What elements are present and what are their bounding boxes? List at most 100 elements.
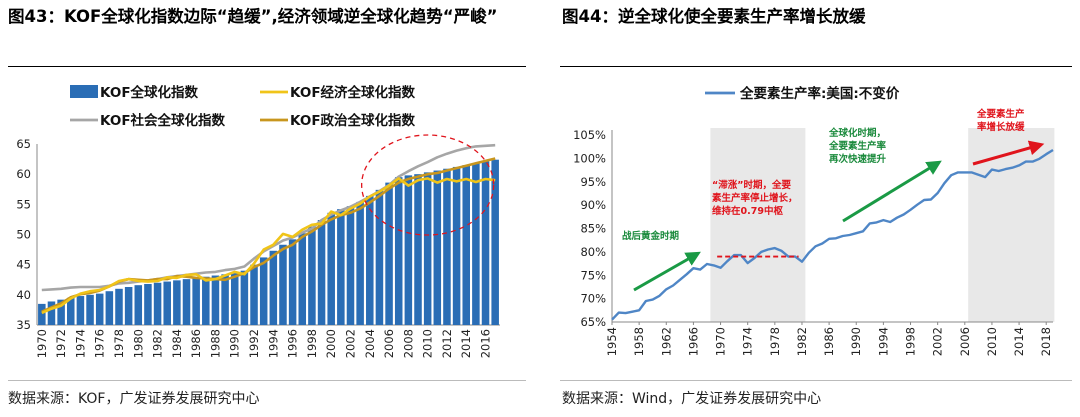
kof-index-bar [202,277,210,325]
kof-index-bar [173,280,181,325]
kof-index-bar [482,161,490,325]
kof-index-bar [298,233,306,325]
stagflation-label: 维持在0.79中枢 [712,205,783,217]
right-x-tick-label: 2002 [931,327,945,356]
kof-index-bar [289,239,297,325]
left-source-rule [8,380,526,381]
kof-index-bar [453,167,461,325]
stagflation-label: 素生产率停止增长， [711,192,798,204]
legend-label: KOF全球化指数 [100,84,199,101]
left-x-tick-label: 2010 [421,329,435,358]
kof-index-bar [96,294,104,325]
kof-index-bar [250,265,258,325]
left-x-tick-label: 2012 [440,329,454,358]
left-x-tick-label: 2000 [324,329,338,358]
kof-index-bar [491,160,499,325]
right-x-tick-label: 2010 [985,327,999,356]
kof-index-bar [241,271,249,325]
kof-index-bar [434,171,442,325]
kof-index-bar [106,291,114,325]
kof-index-bar [318,220,326,325]
right-x-tick-label: 1978 [768,327,782,356]
kof-index-bar [472,163,480,325]
kof-index-bar [77,296,85,325]
globalization-label: 全球化时期， [828,127,886,139]
legend-label: KOF社会全球化指数 [100,112,226,129]
right-y-tick-label: 105% [573,128,606,142]
right-x-tick-label: 2014 [1012,327,1026,356]
right-x-tick-label: 1958 [632,327,646,356]
left-x-tick-label: 2016 [479,329,493,358]
kof-index-bar [125,287,133,325]
right-source-note: 数据来源：Wind，广发证券发展研究中心 [562,388,821,408]
right-y-tick-label: 80% [580,245,606,259]
left-x-tick-label: 1990 [228,329,242,358]
kof-index-bar [356,202,364,325]
kof-index-bar [395,177,403,325]
right-y-tick-label: 100% [573,151,606,165]
left-y-tick-label: 65 [16,137,31,151]
kof-index-bar [424,172,432,325]
kof-index-bar [212,276,220,325]
left-x-tick-label: 1970 [35,329,49,358]
left-x-tick-label: 2008 [401,329,415,358]
legend-swatch-bar [70,85,98,98]
kof-index-bar [231,273,239,325]
slowdown-label: 率增长放缓 [977,121,1025,133]
kof-index-bar [414,174,422,325]
kof-index-bar [144,284,152,325]
kof-index-bar [270,251,278,325]
left-x-tick-label: 1996 [286,329,300,358]
right-y-tick-label: 90% [580,198,606,212]
golden-age-label: 战后黄金时期 [622,230,679,242]
right-x-tick-label: 1966 [686,327,700,356]
kof-index-bar [327,213,335,325]
left-y-tick-label: 45 [16,258,31,272]
right-x-tick-label: 1994 [876,327,890,356]
right-x-tick-label: 1974 [741,327,755,356]
kof-index-bar [183,279,191,325]
right-x-tick-label: 1998 [904,327,918,356]
kof-index-bar [462,165,470,325]
kof-index-bar [163,282,171,325]
left-x-tick-label: 2002 [343,329,357,358]
legend-label: KOF政治全球化指数 [290,112,416,129]
kof-index-bar [115,289,123,325]
kof-index-bar [366,196,374,325]
left-x-tick-label: 1998 [305,329,319,358]
globalization-label: 全要素生产率 [828,140,887,152]
left-x-tick-label: 2014 [459,329,473,358]
left-x-tick-label: 1972 [54,329,68,358]
charts-canvas: 3540455055606519701972197419761978198019… [0,0,1080,417]
kof-index-bar [154,283,162,325]
right-y-tick-label: 95% [580,175,606,189]
left-y-tick-label: 60 [16,167,31,181]
right-x-tick-label: 1970 [714,327,728,356]
right-x-tick-label: 1986 [822,327,836,356]
kof-index-bar [192,278,200,325]
right-x-tick-label: 1982 [795,327,809,356]
shaded-period [710,128,805,322]
left-y-tick-label: 40 [16,288,31,302]
kof-index-bar [221,274,229,325]
kof-index-bar [347,206,355,325]
kof-index-bar [135,285,143,325]
left-x-tick-label: 1976 [93,329,107,358]
left-x-tick-label: 1974 [73,329,87,358]
kof-index-bar [385,183,393,325]
kof-index-bar [38,304,46,325]
left-x-tick-label: 1978 [112,329,126,358]
kof-index-bar [337,209,345,325]
left-x-tick-label: 2004 [363,329,377,358]
right-y-tick-label: 70% [580,292,606,306]
right-x-tick-label: 1962 [659,327,673,356]
left-x-tick-label: 1984 [170,329,184,358]
left-x-tick-label: 1986 [189,329,203,358]
right-x-tick-label: 1954 [605,327,619,356]
kof-index-bar [443,169,451,325]
right-x-tick-label: 2006 [958,327,972,356]
right-y-tick-label: 75% [580,268,606,282]
left-y-tick-label: 50 [16,228,31,242]
legend-label: 全要素生产率:美国:不变价 [739,85,900,102]
right-x-tick-label: 1990 [849,327,863,356]
